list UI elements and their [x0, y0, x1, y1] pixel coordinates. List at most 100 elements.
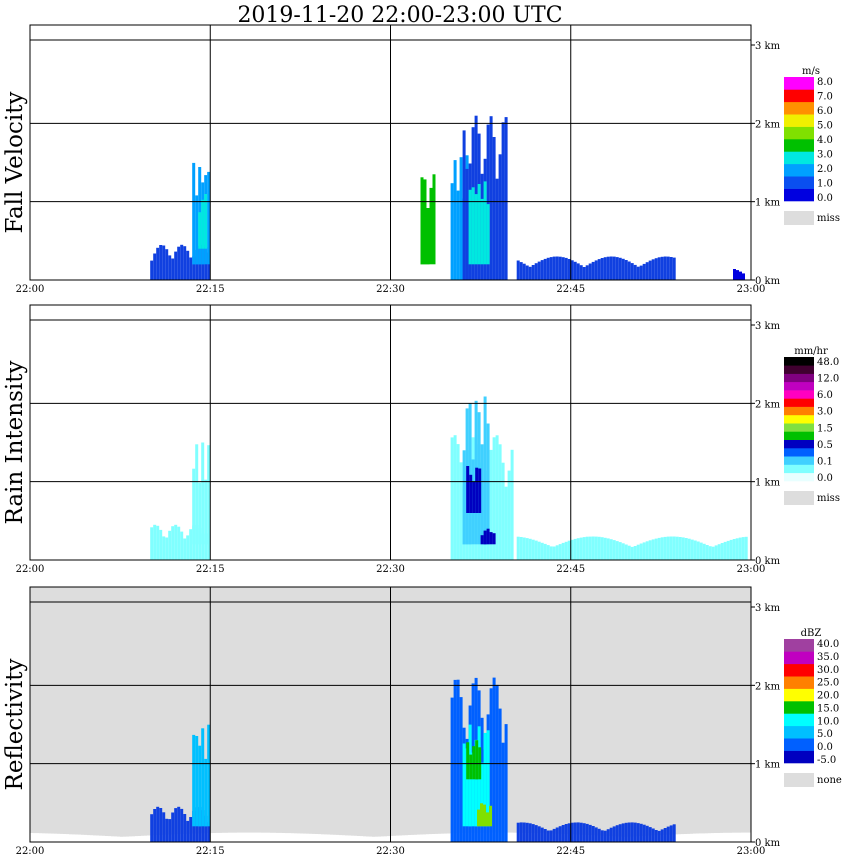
echo-column [742, 273, 745, 280]
echo-region [516, 256, 676, 280]
echo-column [348, 835, 351, 842]
echo-column [165, 818, 169, 842]
echo-column [678, 537, 682, 560]
echo-column [81, 834, 84, 842]
echo-column [588, 536, 592, 560]
y-axis-label: Reflectivity [2, 659, 28, 791]
echo-column [654, 538, 658, 560]
echo-column [54, 833, 57, 842]
x-tick-label: 22:15 [196, 284, 225, 295]
echo-column [633, 822, 637, 842]
echo-column [639, 265, 643, 280]
echo-column [294, 833, 297, 842]
echo-column [519, 822, 523, 842]
echo-column [189, 529, 193, 560]
echo-column [120, 836, 123, 842]
echo-column [648, 540, 652, 560]
echo-column [162, 536, 166, 560]
echo-column [195, 444, 199, 545]
echo-column [234, 832, 237, 842]
echo-column [621, 543, 625, 560]
echo-column [453, 160, 457, 280]
echo-column [469, 754, 473, 780]
echo-column [288, 833, 291, 842]
echo-column [285, 833, 288, 842]
echo-column [96, 835, 99, 842]
echo-column [207, 724, 211, 827]
echo-column [423, 179, 427, 265]
echo-column [486, 204, 490, 265]
x-tick-label: 22:00 [16, 564, 45, 575]
echo-column [603, 537, 607, 560]
echo-column [171, 812, 175, 842]
echo-column [204, 815, 208, 842]
echo-column [684, 834, 687, 842]
echo-column [603, 830, 607, 842]
echo-column [522, 822, 526, 842]
colorbar-swatch [784, 101, 814, 115]
echo-column [696, 833, 699, 842]
echo-column [450, 437, 454, 560]
colorbar-swatch [784, 163, 814, 177]
colorbar-label: 0.0 [817, 742, 833, 753]
echo-column [309, 833, 312, 842]
echo-column [558, 256, 562, 280]
x-tick-label: 22:45 [556, 284, 585, 295]
echo-column [417, 834, 420, 842]
echo-column [159, 808, 163, 842]
echo-column [552, 256, 556, 280]
echo-column [591, 826, 595, 842]
echo-column [402, 835, 405, 842]
echo-column [564, 824, 568, 842]
echo-column [531, 265, 535, 280]
echo-column [207, 171, 211, 265]
echo-column [57, 833, 60, 842]
colorbar-label: 30.0 [817, 665, 839, 676]
echo-column [600, 258, 604, 280]
echo-column [522, 263, 526, 280]
echo-column [561, 257, 565, 280]
panel-rain: 0 km 1 km 2 km 3 km 22:00 22:15 22:30 22:45 23:0… [2, 304, 840, 575]
echo-region [480, 528, 496, 545]
echo-column [561, 542, 565, 560]
x-tick-label: 23:00 [737, 284, 766, 295]
echo-column [99, 835, 102, 842]
echo-column [618, 542, 622, 560]
echo-column [681, 834, 684, 842]
echo-column [351, 835, 354, 842]
echo-column [516, 536, 520, 560]
echo-column [486, 423, 490, 545]
echo-column [381, 836, 384, 842]
echo-column [261, 832, 264, 842]
echo-column [570, 539, 574, 560]
echo-column [141, 835, 144, 842]
echo-region [733, 269, 745, 280]
echo-column [177, 246, 181, 280]
colorbar-label: 0.1 [817, 456, 833, 467]
echo-column [177, 806, 181, 842]
x-tick-label: 22:00 [16, 846, 45, 857]
colorbar-swatch [784, 431, 814, 440]
echo-column [466, 466, 470, 513]
echo-column [726, 540, 730, 560]
colorbar-label: 12.0 [817, 374, 839, 385]
echo-column [729, 539, 733, 560]
echo-column [132, 836, 135, 842]
echo-column [411, 834, 414, 842]
echo-column [651, 259, 655, 280]
echo-column [129, 836, 132, 842]
echo-column [375, 836, 378, 842]
colorbar-swatch [784, 651, 814, 665]
echo-column [603, 257, 607, 280]
echo-column [192, 810, 196, 842]
echo-column [588, 824, 592, 842]
echo-column [474, 739, 478, 827]
echo-column [177, 526, 181, 560]
echo-column [738, 537, 742, 560]
echo-column [543, 543, 547, 560]
echo-column [666, 826, 670, 842]
echo-column [471, 187, 475, 265]
echo-column [642, 824, 646, 842]
echo-column [198, 482, 202, 545]
